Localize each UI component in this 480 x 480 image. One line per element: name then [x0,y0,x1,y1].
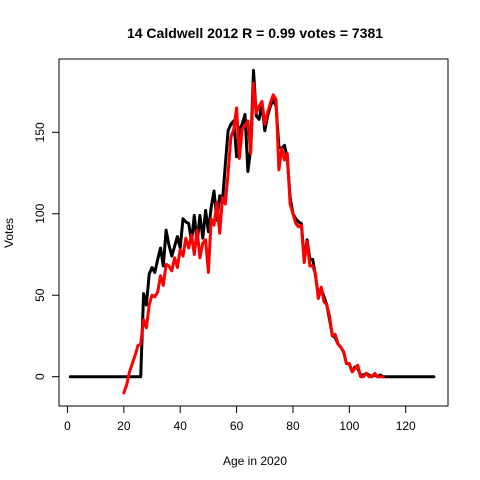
x-tick-label: 100 [339,419,359,433]
x-tick-label: 120 [396,419,416,433]
y-tick-label: 0 [33,373,47,380]
x-tick-label: 40 [174,419,188,433]
x-tick-label: 0 [64,419,71,433]
x-axis-label: Age in 2020 [223,454,287,468]
x-axis: 0 20 40 60 80 100 120 [64,405,416,433]
x-tick-label: 80 [286,419,300,433]
x-tick-label: 60 [230,419,244,433]
y-tick-label: 100 [33,203,47,223]
y-axis: 0 50 100 150 [33,122,60,380]
series-line-2 [122,81,385,395]
plot-frame [58,58,449,407]
y-axis-label: Votes [2,218,16,248]
y-tick-label: 150 [33,122,47,142]
y-tick-label: 50 [33,288,47,302]
chart-title: 14 Caldwell 2012 R = 0.99 votes = 7381 [127,25,383,41]
plot-lines [68,68,436,395]
x-tick-label: 20 [117,419,131,433]
